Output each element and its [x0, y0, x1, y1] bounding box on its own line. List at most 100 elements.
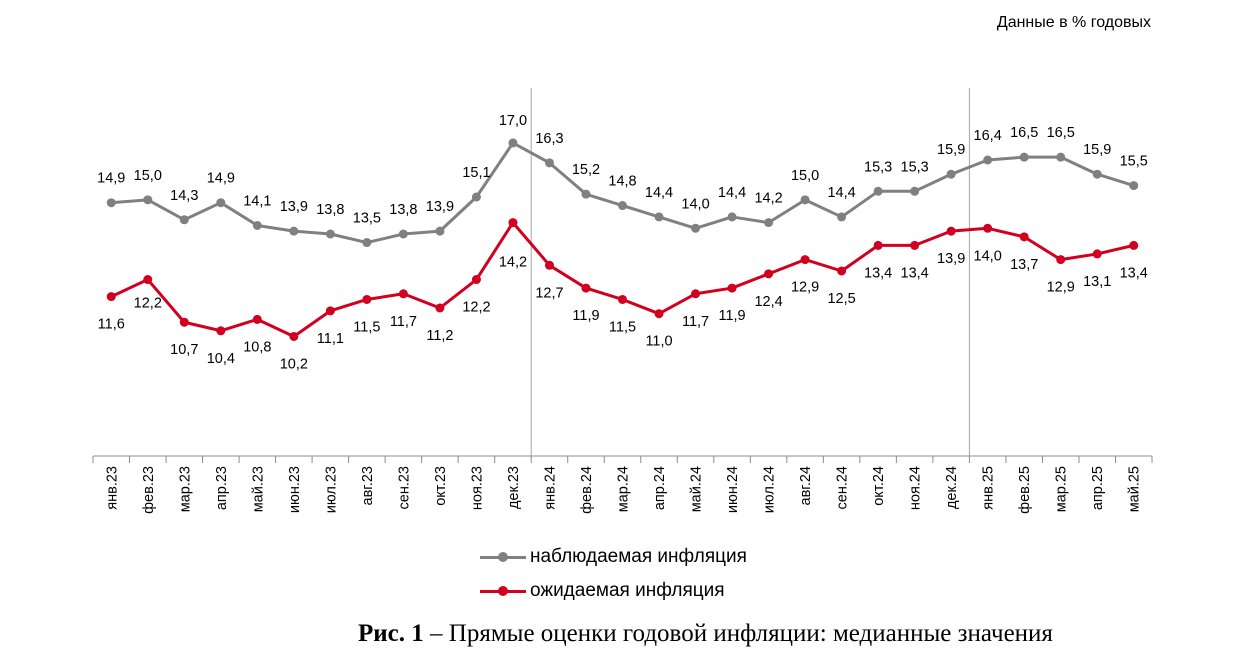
- data-point-observed: [946, 169, 956, 179]
- data-point-expected: [508, 218, 518, 228]
- data-label-expected: 12,7: [535, 285, 563, 301]
- data-label-observed: 13,5: [353, 211, 381, 227]
- data-point-observed: [691, 223, 701, 233]
- data-point-observed: [398, 229, 408, 239]
- data-point-expected: [143, 275, 153, 285]
- data-label-expected: 11,7: [390, 314, 417, 330]
- x-tick-label: янв.25: [981, 466, 997, 510]
- x-tick-label: янв.23: [104, 466, 120, 510]
- data-label-expected: 11,0: [645, 334, 672, 350]
- x-tick-label: мар.25: [1054, 466, 1070, 512]
- data-point-expected: [800, 255, 810, 265]
- x-tick-label: фев.23: [141, 466, 157, 514]
- data-point-observed: [837, 212, 847, 222]
- data-label-expected: 13,9: [937, 251, 965, 267]
- data-label-expected: 13,4: [864, 265, 892, 281]
- data-point-observed: [910, 186, 920, 196]
- data-label-observed: 15,1: [462, 165, 490, 181]
- data-label-observed: 15,0: [791, 168, 819, 184]
- data-point-expected: [179, 317, 189, 327]
- data-label-observed: 14,2: [754, 191, 782, 207]
- data-label-observed: 14,9: [207, 171, 235, 187]
- data-point-expected: [435, 303, 445, 313]
- line-chart: янв.23 фев.23 мар.23 апр.23 май.23 июн.23 июл.…: [92, 88, 1153, 514]
- data-point-expected: [289, 331, 299, 341]
- data-label-observed: 14,4: [827, 185, 855, 201]
- data-label-observed: 13,9: [280, 199, 308, 215]
- data-point-expected: [252, 314, 262, 324]
- legend-item-observed: наблюдаемая инфляция: [480, 540, 747, 574]
- data-point-observed: [654, 212, 664, 222]
- x-tick-label: май.24: [689, 466, 705, 512]
- data-point-observed: [581, 189, 591, 199]
- x-tick-label: дек.24: [944, 466, 960, 509]
- x-tick-label: ноя.24: [908, 466, 924, 510]
- data-label-expected: 11,5: [353, 319, 380, 335]
- data-point-observed: [362, 238, 372, 248]
- data-label-observed: 14,4: [645, 185, 673, 201]
- units-note: Данные в % годовых: [996, 14, 1151, 31]
- data-point-observed: [764, 218, 774, 228]
- data-label-expected: 11,2: [426, 328, 453, 344]
- x-tick-label: апр.23: [214, 466, 230, 510]
- x-tick-label: мар.24: [616, 466, 632, 512]
- data-label-expected: 10,7: [170, 342, 198, 358]
- data-point-observed: [435, 226, 445, 236]
- data-label-expected: 13,4: [1120, 265, 1148, 281]
- data-label-observed: 15,2: [572, 162, 600, 178]
- data-point-observed: [1092, 169, 1102, 179]
- data-point-expected: [325, 306, 335, 316]
- data-label-observed: 15,9: [937, 142, 965, 158]
- data-label-observed: 14,8: [608, 174, 636, 190]
- data-point-expected: [873, 240, 883, 250]
- data-point-expected: [581, 283, 591, 293]
- data-point-expected: [106, 292, 116, 302]
- x-tick-label: июн.23: [287, 466, 303, 513]
- data-label-expected: 12,2: [134, 296, 162, 312]
- chart-legend: наблюдаемая инфляция ожидаемая инфляция: [480, 540, 747, 608]
- legend-label-expected: ожидаемая инфляция: [530, 580, 725, 601]
- data-label-observed: 15,3: [901, 159, 929, 175]
- data-label-expected: 11,9: [718, 308, 745, 324]
- x-tick-label: июл.23: [323, 466, 339, 513]
- x-tick-label: дек.23: [506, 466, 522, 509]
- data-label-observed: 15,5: [1120, 154, 1148, 170]
- data-label-expected: 14,2: [499, 255, 527, 271]
- data-point-expected: [1092, 249, 1102, 259]
- data-label-observed: 16,5: [1047, 125, 1075, 141]
- data-label-expected: 10,4: [207, 351, 235, 367]
- data-label-observed: 17,0: [499, 113, 527, 129]
- data-label-expected: 12,4: [754, 294, 782, 310]
- data-point-observed: [800, 195, 810, 205]
- data-label-expected: 10,8: [243, 339, 271, 355]
- data-label-observed: 15,9: [1083, 142, 1111, 158]
- data-label-expected: 11,9: [572, 308, 599, 324]
- legend-swatch-expected: [480, 585, 526, 597]
- data-point-observed: [289, 226, 299, 236]
- data-label-expected: 10,2: [280, 356, 308, 372]
- x-tick-label: май.25: [1127, 466, 1143, 512]
- data-label-observed: 14,1: [243, 193, 271, 209]
- x-tick-label: июл.24: [762, 466, 778, 513]
- data-label-observed: 16,4: [974, 128, 1002, 144]
- x-tick-label: окт.24: [871, 466, 887, 506]
- legend-swatch-observed: [480, 551, 526, 563]
- data-label-observed: 14,4: [718, 185, 746, 201]
- x-tick-label: апр.24: [652, 466, 668, 510]
- data-label-observed: 15,0: [134, 168, 162, 184]
- data-point-expected: [983, 223, 993, 233]
- data-point-expected: [654, 309, 664, 319]
- x-tick-label: янв.24: [542, 466, 558, 510]
- data-label-expected: 11,6: [98, 317, 125, 333]
- data-point-observed: [1019, 152, 1029, 162]
- x-tick-label: ноя.23: [469, 466, 485, 510]
- data-label-expected: 12,9: [791, 280, 819, 296]
- data-label-observed: 15,3: [864, 159, 892, 175]
- x-tick-label: мар.23: [177, 466, 193, 512]
- figure-caption: Рис. 1 – Прямые оценки годовой инфляции:…: [358, 620, 1053, 648]
- data-point-expected: [691, 289, 701, 299]
- data-point-observed: [106, 198, 116, 208]
- data-label-observed: 14,9: [97, 171, 125, 187]
- data-label-expected: 12,2: [462, 300, 490, 316]
- data-point-observed: [216, 198, 226, 208]
